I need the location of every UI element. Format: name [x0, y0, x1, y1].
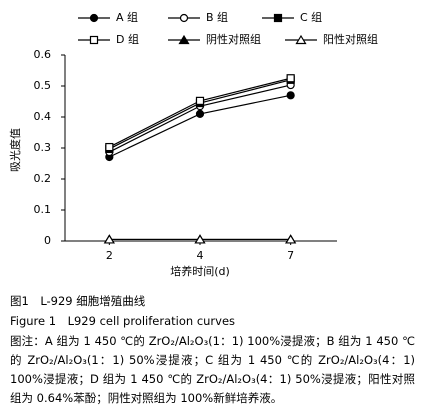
legend-label: 阴性对照组: [206, 32, 261, 46]
marker: [178, 34, 190, 45]
figure-title-en: Figure 1 L929 cell proliferation curves: [10, 314, 236, 328]
x-tick-label: 7: [287, 249, 294, 262]
legend-label: B 组: [206, 10, 228, 24]
marker: [273, 13, 283, 23]
chart: 吸光度值 培养时间(d) 0 0.1 0.2 0.3 0.4 0.5 0.6 2 4 7 A 组 B …: [8, 10, 378, 278]
y-tick-label: 0.1: [34, 203, 52, 216]
figure-title-cn: 图1 L-929 细胞增殖曲线: [10, 294, 146, 308]
legend-label: 阳性对照组: [323, 32, 378, 46]
y-tick-label: 0.4: [34, 110, 52, 123]
marker: [194, 234, 206, 244]
marker: [285, 234, 297, 244]
marker: [286, 74, 295, 83]
marker: [195, 96, 205, 105]
marker: [195, 109, 205, 119]
marker: [286, 91, 295, 100]
y-tick-label: 0.5: [34, 79, 52, 92]
y-tick-label: 0: [44, 234, 51, 247]
figure-note: 图注：A 组为 1 450 ℃的 ZrO₂/Al₂O₃(1：1) 100%浸提液…: [10, 334, 415, 405]
y-axis-title: 吸光度值: [8, 128, 22, 172]
marker: [179, 13, 189, 23]
series-line: [109, 84, 291, 153]
y-tick-label: 0.6: [34, 48, 52, 61]
marker: [89, 13, 99, 23]
marker: [295, 34, 307, 45]
y-tick-label: 0.2: [34, 172, 52, 185]
marker: [89, 35, 99, 45]
legend-label: D 组: [116, 32, 139, 46]
x-axis-title: 培养时间(d): [170, 264, 230, 278]
legend-label: A 组: [116, 10, 138, 24]
x-tick-label: 2: [106, 249, 113, 262]
marker: [103, 234, 115, 244]
marker: [105, 142, 114, 152]
x-tick-label: 4: [197, 249, 204, 262]
y-tick-label: 0.3: [34, 141, 52, 154]
legend-label: C 组: [300, 10, 322, 24]
